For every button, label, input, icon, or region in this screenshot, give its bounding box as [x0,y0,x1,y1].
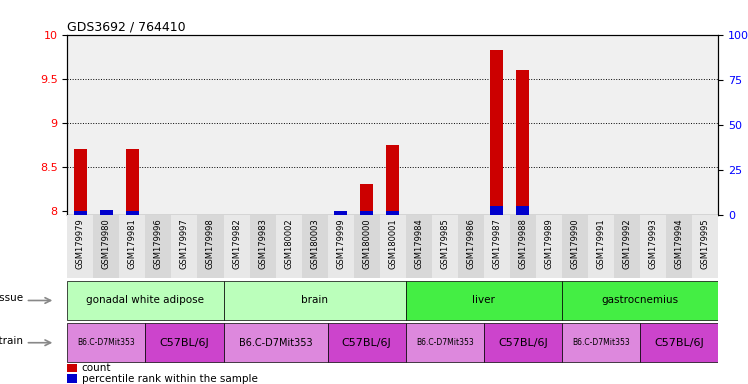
Text: strain: strain [0,336,23,346]
Text: C57BL/6J: C57BL/6J [498,338,548,348]
Bar [301,215,328,278]
Text: GSM179988: GSM179988 [518,218,527,269]
Text: GSM179981: GSM179981 [128,218,137,269]
Bar [126,149,139,211]
Text: GSM179982: GSM179982 [232,218,241,269]
Text: B6.C-D7Mit353: B6.C-D7Mit353 [239,338,313,348]
Bar [145,215,171,278]
Text: GSM180001: GSM180001 [388,218,397,269]
Bar [250,215,275,278]
Bar [432,215,458,278]
Text: GDS3692 / 764410: GDS3692 / 764410 [67,20,186,33]
Bar [67,323,145,362]
Text: liver: liver [473,295,495,306]
Text: GSM179996: GSM179996 [154,218,163,269]
Bar [380,215,405,278]
Bar [74,149,87,211]
Text: count: count [82,363,111,373]
Bar [405,323,484,362]
Bar [99,210,113,215]
Bar [145,323,224,362]
Text: B6.C-D7Mit353: B6.C-D7Mit353 [416,338,473,347]
Bar [67,374,77,383]
Bar [666,215,692,278]
Text: B6.C-D7Mit353: B6.C-D7Mit353 [572,338,630,347]
Text: C57BL/6J: C57BL/6J [159,338,209,348]
Text: GSM180000: GSM180000 [362,218,371,269]
Text: GSM180002: GSM180002 [284,218,293,269]
Text: GSM179994: GSM179994 [675,218,684,269]
Text: GSM179980: GSM179980 [102,218,111,269]
Bar [74,212,87,215]
Text: GSM180003: GSM180003 [310,218,319,269]
Bar [614,215,640,278]
Bar [405,215,432,278]
Bar [484,215,510,278]
Bar [94,215,120,278]
Text: C57BL/6J: C57BL/6J [654,338,704,348]
Bar [275,215,301,278]
Text: GSM179984: GSM179984 [414,218,423,269]
Bar [640,215,666,278]
Bar [386,212,399,215]
Bar [334,212,347,215]
Text: GSM179998: GSM179998 [206,218,215,269]
Text: gonadal white adipose: gonadal white adipose [87,295,204,306]
Bar [224,281,405,320]
Text: GSM179992: GSM179992 [622,218,631,269]
Text: GSM179999: GSM179999 [336,218,345,269]
Bar [360,184,373,211]
Bar [224,215,250,278]
Bar [490,206,503,215]
Bar [354,215,380,278]
Bar [67,364,77,372]
Bar [67,281,224,320]
Text: GSM179987: GSM179987 [492,218,501,269]
Text: GSM179995: GSM179995 [701,218,710,269]
Bar [588,215,614,278]
Bar [126,212,139,215]
Bar [562,281,718,320]
Bar [484,323,562,362]
Text: C57BL/6J: C57BL/6J [342,338,391,348]
Bar [562,215,588,278]
Text: GSM179985: GSM179985 [441,218,450,269]
Bar [224,323,328,362]
Text: GSM179990: GSM179990 [571,218,580,269]
Bar [120,215,145,278]
Bar [536,215,562,278]
Bar [328,323,405,362]
Bar [510,215,536,278]
Text: B6.C-D7Mit353: B6.C-D7Mit353 [78,338,135,347]
Bar [640,323,718,362]
Text: GSM179997: GSM179997 [180,218,189,269]
Text: GSM179979: GSM179979 [76,218,85,269]
Text: GSM179983: GSM179983 [258,218,267,269]
Bar [360,212,373,215]
Text: tissue: tissue [0,293,23,303]
Text: GSM179993: GSM179993 [649,218,657,269]
Bar [692,215,718,278]
Bar [516,70,530,211]
Bar [405,281,562,320]
Bar [197,215,224,278]
Bar [516,206,530,215]
Bar [171,215,197,278]
Bar [67,215,94,278]
Text: GSM179989: GSM179989 [545,218,554,269]
Bar [386,145,399,211]
Text: GSM179986: GSM179986 [466,218,475,269]
Text: brain: brain [301,295,328,306]
Bar [490,50,503,211]
Text: GSM179991: GSM179991 [596,218,605,269]
Bar [562,323,640,362]
Text: percentile rank within the sample: percentile rank within the sample [82,374,257,384]
Bar [458,215,484,278]
Bar [328,215,354,278]
Text: gastrocnemius: gastrocnemius [601,295,678,306]
